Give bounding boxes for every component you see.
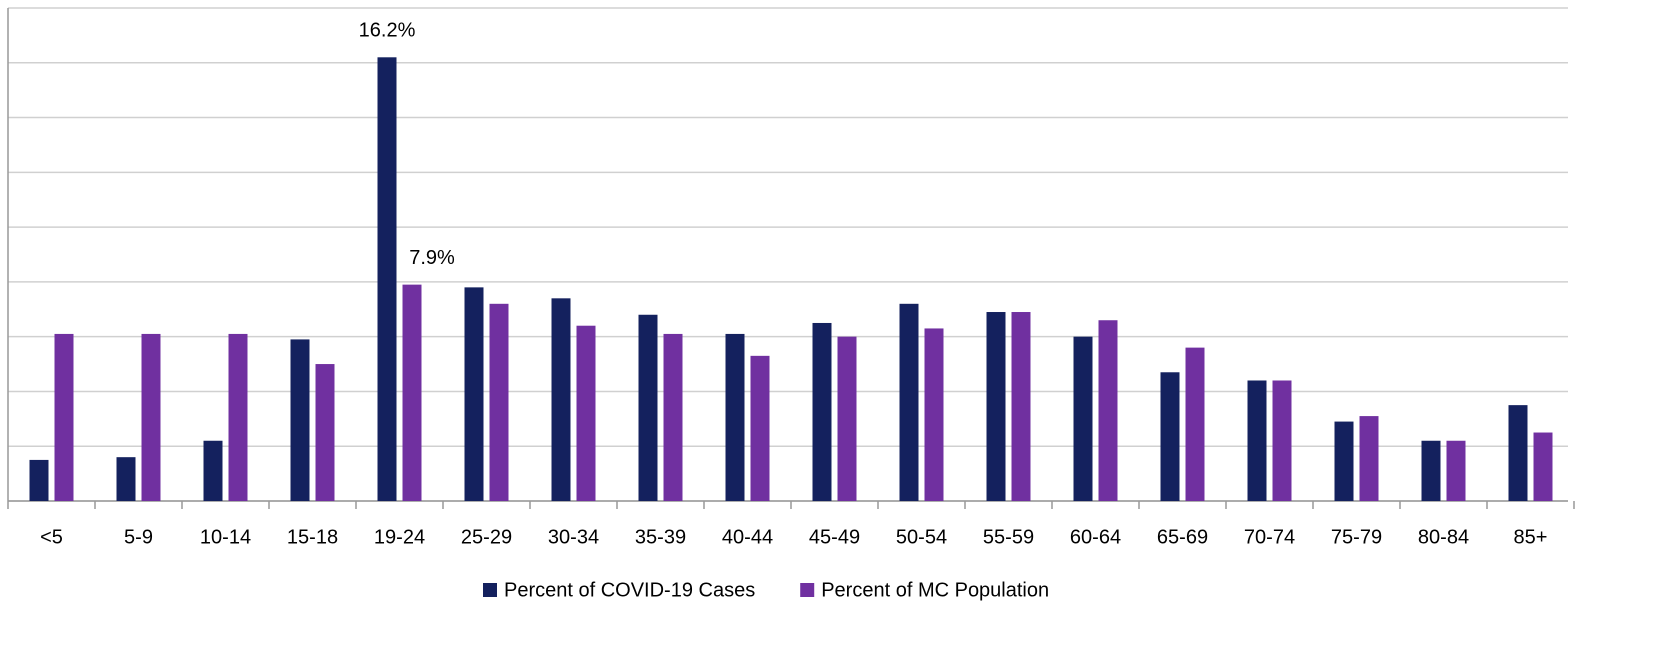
bar [29, 459, 49, 501]
x-tick-label: 45-49 [809, 526, 860, 548]
bar [1098, 320, 1118, 501]
legend-label: Percent of MC Population [821, 579, 1049, 601]
bar [812, 322, 832, 501]
bar [1272, 380, 1292, 501]
bar [315, 364, 335, 501]
x-tick-label: 10-14 [200, 526, 251, 548]
legend-swatch [800, 583, 815, 597]
legend-swatch [483, 583, 497, 597]
x-tick-label: 50-54 [896, 526, 947, 548]
bar [228, 333, 248, 501]
bar [377, 57, 397, 502]
bar [899, 303, 919, 501]
x-tick-label: 35-39 [635, 526, 686, 548]
bar [837, 336, 857, 501]
bar [551, 298, 571, 501]
bar [290, 339, 310, 501]
bar [1533, 432, 1553, 501]
bar [1247, 380, 1267, 501]
bar [54, 333, 74, 501]
bar [663, 333, 683, 501]
bar [1421, 440, 1441, 501]
x-tick-label: 70-74 [1244, 526, 1295, 548]
bar [116, 457, 136, 501]
x-tick-label: 15-18 [287, 526, 338, 548]
x-tick-label: 60-64 [1070, 526, 1121, 548]
bar [750, 355, 770, 501]
bar [725, 333, 745, 501]
bar [141, 333, 161, 501]
bar [1359, 416, 1379, 501]
bar [1508, 405, 1528, 501]
x-tick-label: 40-44 [722, 526, 773, 548]
bar [1073, 336, 1093, 501]
bar [464, 287, 484, 501]
x-tick-label: 55-59 [983, 526, 1034, 548]
x-tick-label: 85+ [1514, 526, 1548, 548]
x-tick-label: 25-29 [461, 526, 512, 548]
data-label: 7.9% [409, 247, 455, 269]
x-tick-label: 5-9 [124, 526, 153, 548]
bar [576, 325, 596, 501]
bar [1160, 372, 1180, 501]
bar [203, 440, 223, 501]
x-tick-label: <5 [40, 526, 63, 548]
x-tick-label: 65-69 [1157, 526, 1208, 548]
bar [924, 328, 944, 501]
bar [489, 303, 509, 501]
bar [402, 284, 422, 501]
bar [1185, 347, 1205, 501]
x-tick-label: 80-84 [1418, 526, 1469, 548]
bar [1334, 421, 1354, 501]
bar [986, 312, 1006, 501]
bar [1011, 312, 1031, 501]
x-tick-label: 19-24 [374, 526, 425, 548]
x-tick-label: 75-79 [1331, 526, 1382, 548]
bar [1446, 440, 1466, 501]
legend-label: Percent of COVID-19 Cases [504, 579, 755, 601]
bar [638, 314, 658, 501]
x-tick-label: 30-34 [548, 526, 599, 548]
data-label: 16.2% [359, 20, 416, 42]
